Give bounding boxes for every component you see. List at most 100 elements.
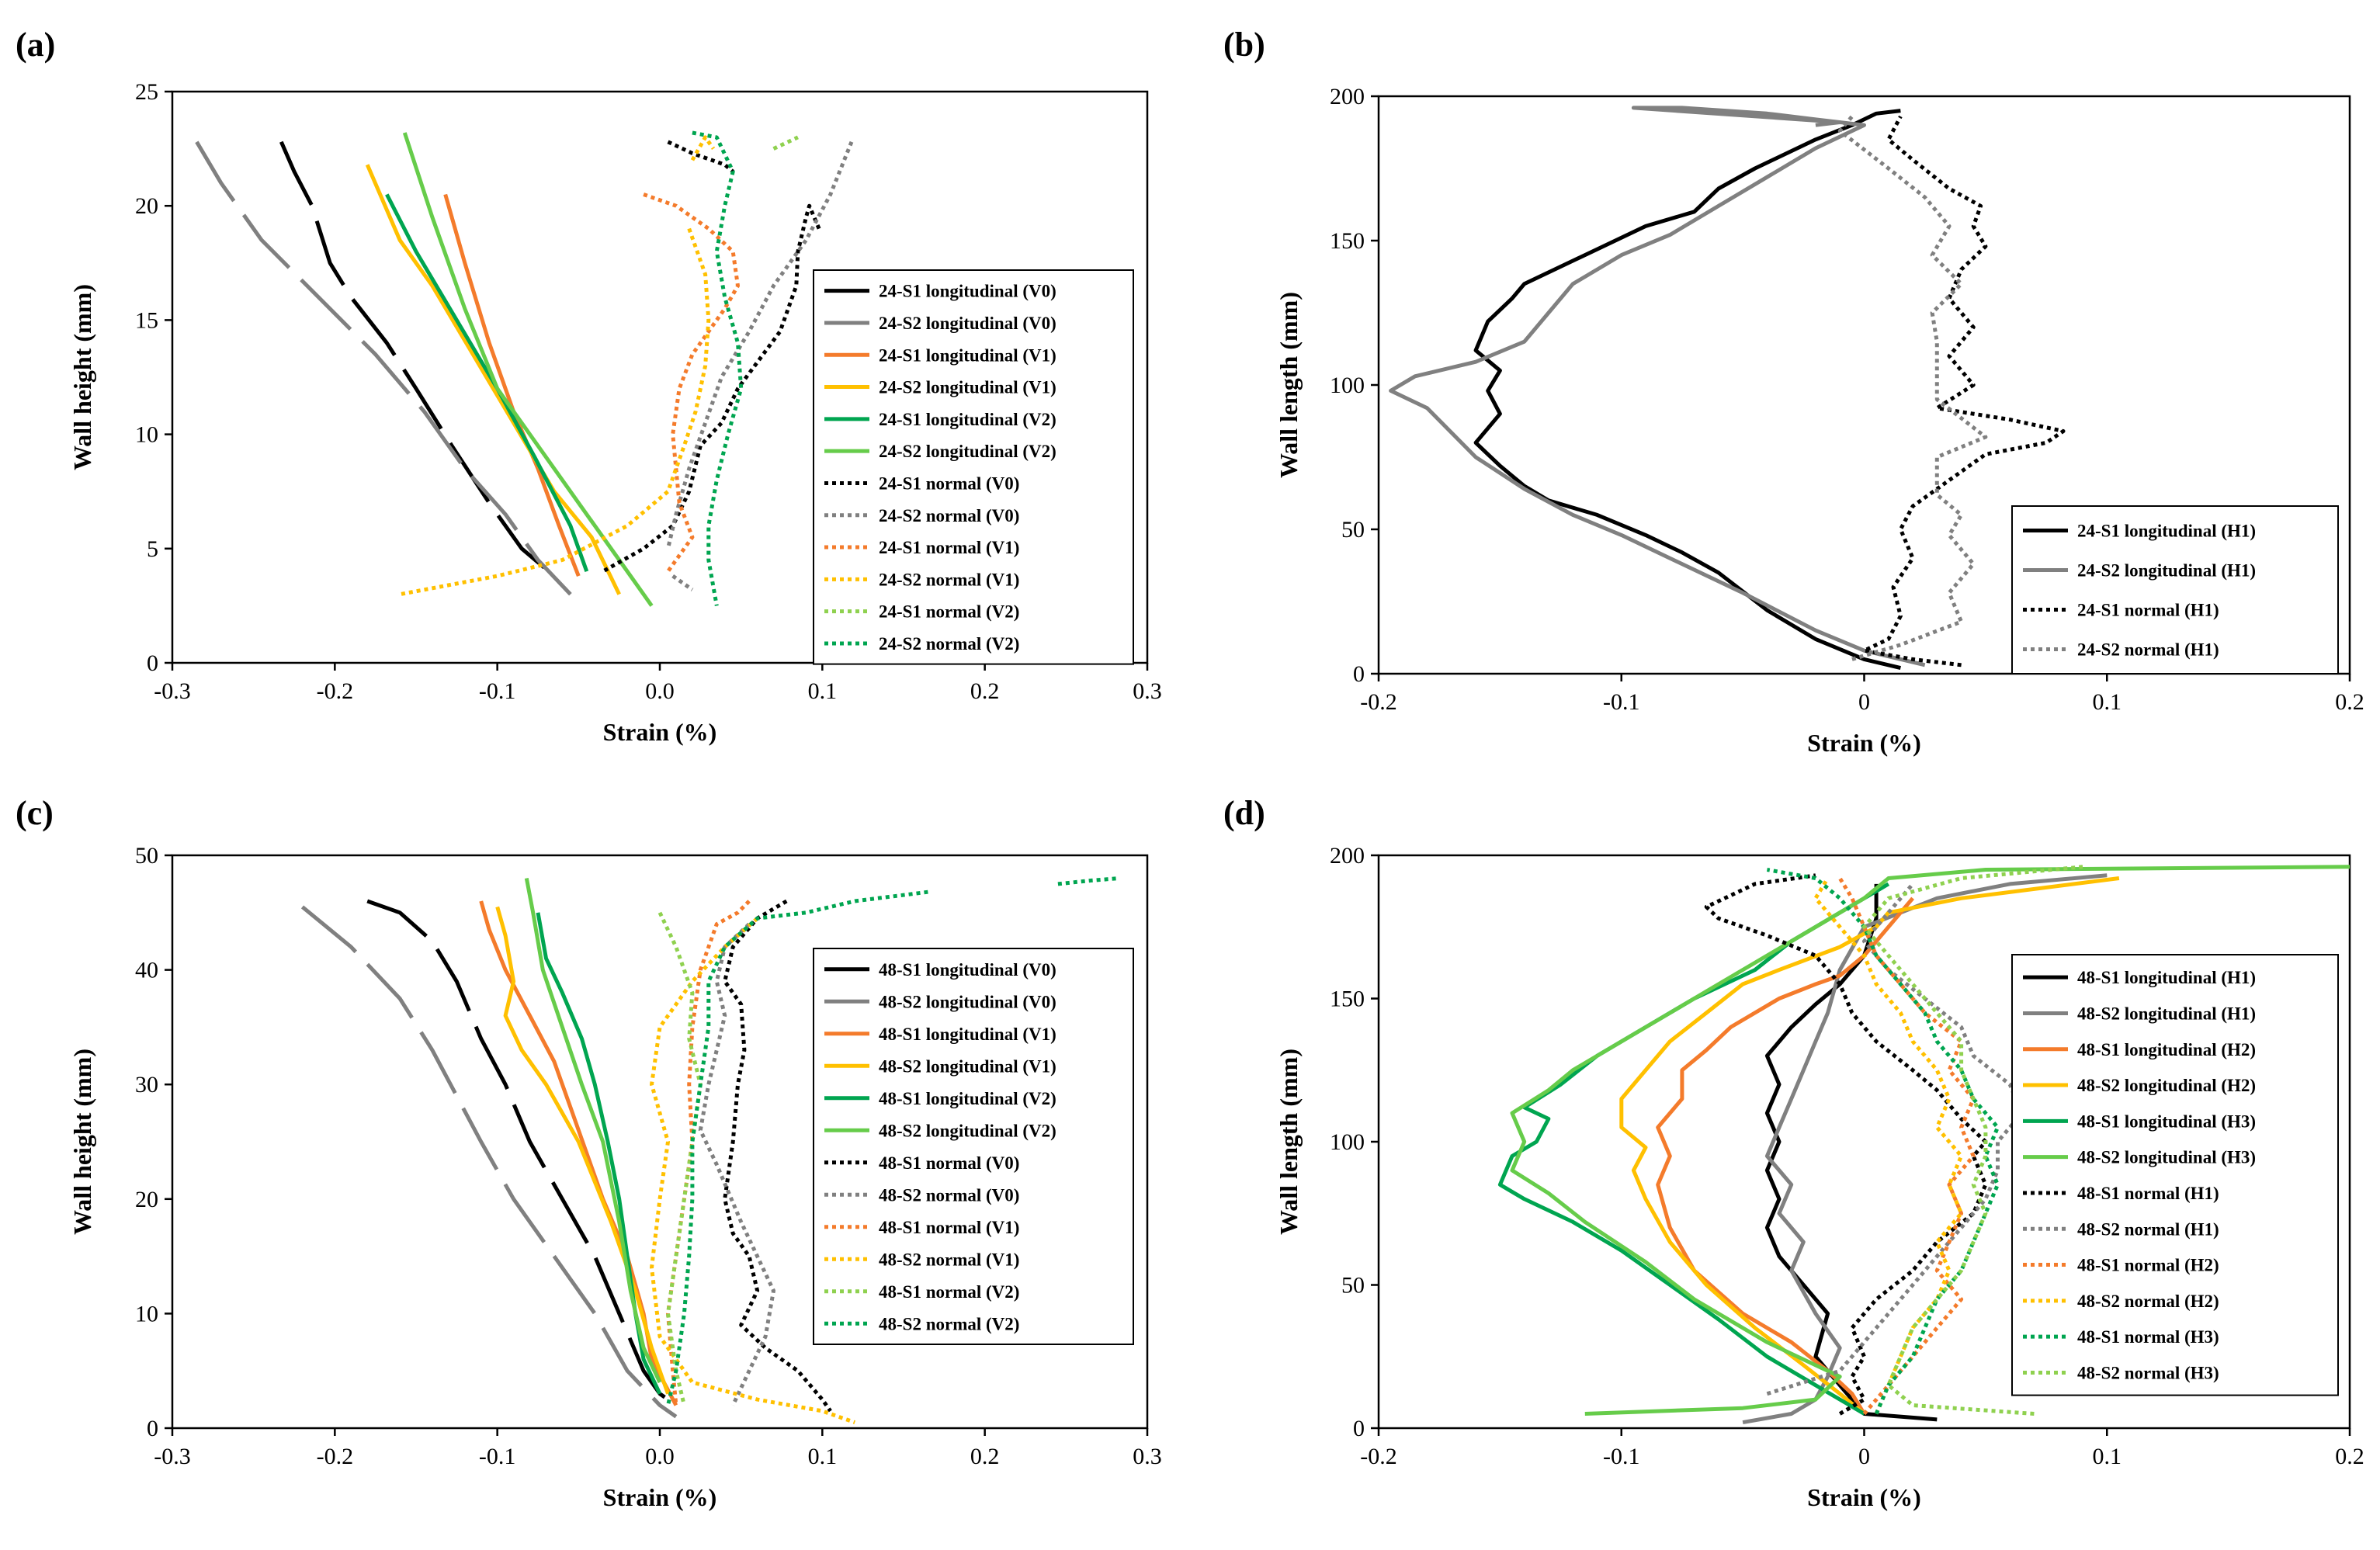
x-tick-label: -0.1 (479, 1444, 516, 1469)
x-axis-label: Strain (%) (1807, 729, 1921, 757)
series-group (300, 876, 1120, 1424)
legend-label: 24-S2 longitudinal (H1) (2077, 561, 2256, 581)
series-line-48-s2-normal-v2-b (1057, 876, 1120, 886)
series-line-48-s2-normal-h3 (1862, 865, 2083, 1416)
legend-box (813, 269, 1134, 665)
series-line-24-s2-longitudinal-v1 (365, 164, 621, 595)
series-line-48-s1-normal-h2 (1838, 877, 1976, 1416)
x-tick-label: 0.3 (1133, 678, 1162, 704)
legend-label: 48-S2 normal (H3) (2077, 1363, 2219, 1382)
panel-label: (b) (1223, 26, 1265, 64)
y-tick-label: 100 (1330, 373, 1365, 398)
y-tick-label: 40 (135, 958, 158, 983)
legend-label: 24-S1 longitudinal (H1) (2077, 522, 2256, 541)
y-tick-label: 0 (147, 1416, 158, 1441)
legend-box (813, 948, 1134, 1345)
x-tick-label: 0.0 (645, 678, 675, 704)
legend-label: 48-S1 longitudinal (H1) (2077, 968, 2256, 987)
y-axis-label: Wall height (mm) (68, 1049, 96, 1235)
series-line-48-s2-longitudinal-h2 (1619, 876, 2120, 1416)
y-tick-label: 150 (1330, 987, 1365, 1012)
series-line-24-s1-normal-v1 (643, 192, 740, 573)
series-line-48-s1-longitudinal-v0 (366, 899, 678, 1407)
y-tick-label: 20 (135, 193, 158, 219)
legend-label: 24-S1 normal (V2) (879, 602, 1019, 622)
series-line-24-s2-normal-h1 (1837, 115, 1988, 661)
y-axis-label: Wall length (mm) (1275, 292, 1303, 478)
series-line-48-s1-longitudinal-h3 (1497, 882, 1890, 1416)
legend-label: 48-S2 longitudinal (H2) (2077, 1076, 2256, 1095)
x-tick-label: 0 (1858, 689, 1870, 715)
panel-label: (a) (16, 26, 55, 64)
legend-label: 48-S2 normal (H1) (2077, 1219, 2219, 1239)
y-tick-label: 100 (1330, 1129, 1365, 1155)
x-tick-label: 0.1 (808, 1444, 838, 1469)
x-tick-label: 0.1 (2093, 1444, 2122, 1469)
legend-label: 48-S1 longitudinal (H3) (2077, 1111, 2256, 1131)
y-axis-label: Wall height (mm) (68, 284, 96, 470)
legend-label: 48-S1 longitudinal (V2) (879, 1089, 1056, 1108)
y-tick-label: 200 (1330, 843, 1365, 869)
series-line-24-s1-normal-h1 (1862, 115, 2066, 668)
y-tick-label: 25 (135, 79, 158, 105)
y-tick-label: 200 (1330, 84, 1365, 109)
legend-label: 48-S1 longitudinal (H2) (2077, 1040, 2256, 1059)
legend-label: 24-S2 normal (V1) (879, 570, 1019, 589)
y-tick-label: 10 (135, 422, 158, 448)
series-line-24-s2-normal-v1-b (399, 227, 711, 597)
series-line-24-s2-longitudinal-v2 (402, 132, 654, 607)
y-tick-label: 50 (135, 843, 158, 869)
x-tick-label: -0.3 (154, 678, 191, 704)
series-group (1389, 106, 2066, 671)
y-axis-label: Wall length (mm) (1275, 1049, 1303, 1235)
panel-label: (d) (1223, 794, 1265, 832)
x-axis-label: Strain (%) (603, 718, 717, 746)
series-line-48-s2-longitudinal-v0 (300, 905, 678, 1419)
legend-label: 48-S2 longitudinal (H1) (2077, 1004, 2256, 1023)
y-tick-label: 0 (1353, 661, 1365, 687)
legend-label: 48-S2 longitudinal (V0) (879, 992, 1056, 1011)
x-tick-label: -0.2 (317, 678, 354, 704)
series-line-48-s2-longitudinal-v2 (524, 878, 662, 1384)
series-line-48-s1-normal-v1 (666, 900, 751, 1406)
legend-label: 24-S1 longitudinal (V2) (879, 410, 1056, 429)
legend-label: 48-S2 longitudinal (H3) (2077, 1148, 2256, 1167)
x-tick-label: 0.2 (2335, 689, 2364, 715)
series-line-48-s2-normal-h2 (1813, 877, 1964, 1415)
series-group (1497, 865, 2350, 1425)
y-tick-label: 50 (1341, 517, 1365, 543)
legend-label: 24-S1 normal (H1) (2077, 601, 2219, 620)
series-line-24-s1-normal-v0-b (602, 203, 821, 574)
x-axis-label: Strain (%) (603, 1483, 717, 1511)
legend-label: 48-S1 normal (H1) (2077, 1184, 2219, 1203)
x-tick-label: -0.1 (1603, 1444, 1640, 1469)
series-line-24-s2-longitudinal-h1 (1389, 106, 1926, 668)
series-line-48-s1-normal-v0 (723, 899, 832, 1413)
x-tick-label: -0.1 (479, 678, 516, 704)
x-tick-label: 0.2 (2335, 1444, 2364, 1469)
series-line-48-s1-normal-h1 (1704, 873, 1988, 1416)
series-group (195, 130, 854, 607)
x-tick-label: -0.1 (1603, 689, 1640, 715)
legend-box (2011, 954, 2339, 1396)
panel-b: (b) -0.2 -0.1 0 0.1 0.2 0 50 100 150 200 Strain (%)… (1223, 26, 2364, 757)
x-tick-label: 0.1 (808, 678, 838, 704)
x-tick-label: -0.2 (317, 1444, 354, 1469)
x-tick-label: 0.2 (970, 1444, 1000, 1469)
legend-label: 24-S1 normal (V1) (879, 538, 1019, 557)
y-tick-label: 0 (1353, 1416, 1365, 1441)
legend-label: 48-S2 normal (V1) (879, 1250, 1019, 1269)
series-line-24-s2-normal-v0 (666, 140, 854, 550)
legend-label: 48-S1 normal (H2) (2077, 1256, 2219, 1275)
series-line-48-s2-normal-v2 (666, 889, 928, 1406)
y-tick-label: 10 (135, 1301, 158, 1326)
x-tick-label: -0.3 (154, 1444, 191, 1469)
legend-label: 24-S1 normal (V0) (879, 473, 1019, 493)
legend-label: 24-S2 longitudinal (V1) (879, 378, 1056, 397)
y-tick-label: 150 (1330, 228, 1365, 254)
panel-label: (c) (16, 794, 54, 832)
legend-label: 48-S1 normal (V0) (879, 1153, 1019, 1173)
x-tick-label: 0.0 (645, 1444, 675, 1469)
y-tick-label: 0 (147, 650, 158, 676)
y-tick-label: 50 (1341, 1273, 1365, 1299)
